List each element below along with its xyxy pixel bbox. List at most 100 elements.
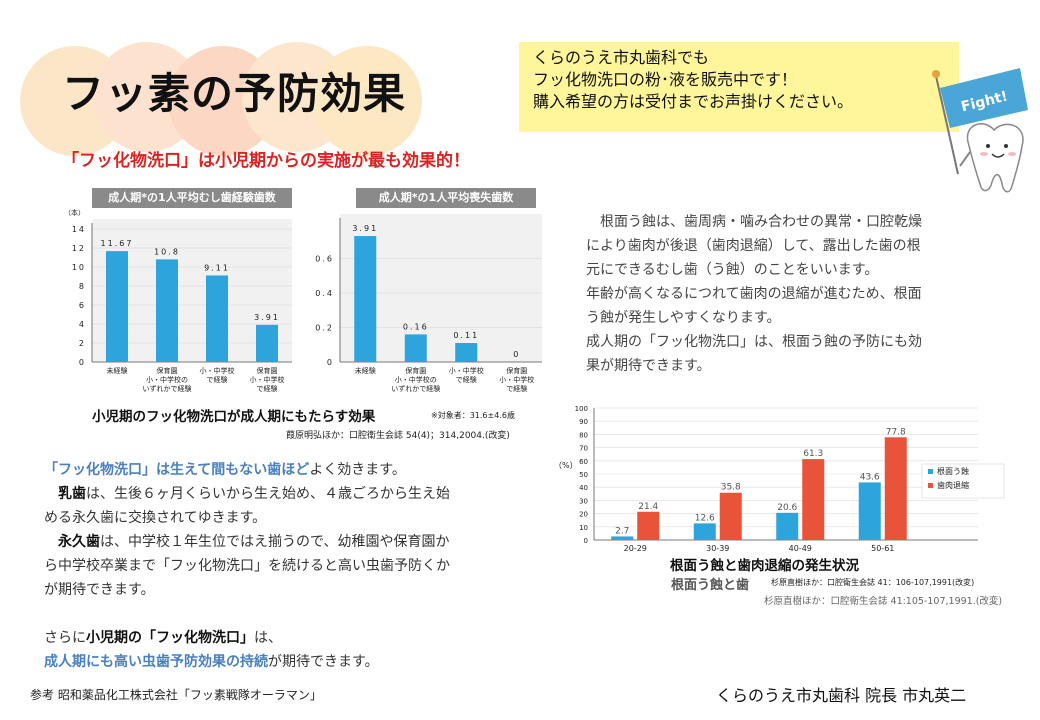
x-tick-label: で経験	[257, 384, 278, 393]
data-label: 3.91	[254, 313, 280, 322]
sales-notice: くらのうえ市丸歯科でも フッ化物洗口の粉･液を販売中です！ 購入希望の方は受付ま…	[519, 42, 959, 132]
data-label: 12.6	[695, 513, 715, 523]
text-span: は、中学校１年生位ではえ揃うので、幼稚園や保育園か	[100, 534, 450, 550]
text-line: 乳歯は、生後６ヶ月くらいから生え始め、４歳ごろから生え始	[44, 482, 564, 506]
bold-text: 永久歯	[58, 534, 100, 550]
y-tick-label: 90	[579, 418, 588, 426]
x-tick-label: 保育園	[506, 366, 527, 375]
x-tick-label: 小・中学校の	[395, 375, 437, 384]
chart3-citation: 杉原直樹ほか：口腔衛生会誌 41：106-107,1991(改変)	[771, 578, 975, 587]
y-tick-label: 0.6	[315, 255, 334, 264]
chart12-caption: 小児期のフッ化物洗口が成人期にもたらす効果	[92, 409, 376, 425]
y-tick-label: 80	[579, 431, 588, 439]
clinic-signature: くらのうえ市丸歯科 院長 市丸英二	[716, 686, 967, 705]
data-label: 43.6	[860, 472, 880, 482]
text-span: は、生後６ヶ月くらいから生え始め、４歳ごろから生え始	[86, 486, 450, 502]
chart2-header-wrap: 成人期*の1人平均喪失歯数	[356, 188, 536, 208]
x-tick-label: で経験	[207, 375, 228, 384]
x-tick-label: 30-39	[706, 544, 729, 553]
text-line	[44, 602, 564, 626]
notice-line: くらのうえ市丸歯科でも	[533, 48, 710, 67]
y-axis-label: （%）	[554, 461, 578, 470]
data-label: 77.8	[886, 427, 906, 437]
x-tick-label: いずれかで経験	[391, 384, 440, 393]
x-tick-label: 50-61	[871, 544, 894, 553]
data-label: 61.3	[803, 449, 823, 459]
text-line: 根面う蝕は、歯周病・噛み合わせの異常・口腔乾燥	[586, 214, 922, 230]
legend-label: 歯肉退縮	[937, 480, 969, 490]
fluoride-text: 「フッ化物洗口」は生えて間もない歯ほどよく効きます。 乳歯は、生後６ヶ月くらいか…	[44, 458, 564, 674]
legend-box	[921, 463, 1005, 499]
x-tick-label: 小・中学校	[200, 366, 235, 375]
text-span: は、	[254, 630, 282, 646]
chart1-title: 成人期*の1人平均むし歯経験歯数	[92, 188, 292, 208]
legend-label: 根面う蝕	[937, 466, 969, 476]
chart2-title: 成人期*の1人平均喪失歯数	[356, 188, 536, 208]
x-tick-label: 未経験	[107, 366, 128, 375]
y-tick-label: 0	[79, 358, 86, 367]
text-line: 成人期にも高い虫歯予防効果の持続が期待できます。	[44, 650, 564, 674]
text-span: が期待できます。	[268, 654, 379, 670]
bar	[719, 492, 742, 540]
bar	[206, 275, 228, 362]
bar	[404, 334, 427, 362]
chart3-caption: 根面う蝕と歯肉退縮の発生状況	[670, 558, 859, 574]
chart-decayed-teeth: （本） 0 2 4 6 8 10 12 14 11.67 未経験 10.8 保育園小・中学校のいずれかで…	[64, 208, 292, 393]
text-line: 成人期の「フッ化物洗口」は、根面う蝕の予防にも効	[586, 334, 922, 350]
bar	[802, 459, 825, 540]
text-line: ら中学校卒業まで「フッ化物洗口」を続けると高い虫歯予防くか	[44, 558, 450, 574]
text-line: 元にできるむし歯（う蝕）のことをいいます。	[586, 262, 879, 278]
x-tick-label: 小・中学校	[250, 375, 285, 384]
data-label: 11.67	[101, 239, 134, 248]
page-title: フッ素の予防効果	[62, 69, 407, 118]
bar	[884, 437, 907, 540]
bar	[693, 523, 716, 540]
bar	[156, 259, 178, 362]
y-tick-label: 0.4	[315, 289, 334, 298]
data-label: 35.8	[721, 483, 741, 493]
title-decoration	[20, 42, 422, 162]
chart-lost-teeth: （本）00.20.40.63.91未経験0.16保育園小・中学校のいずれかで経験…	[315, 214, 542, 393]
tooth-mascot-icon: Fight!	[932, 68, 1028, 193]
x-tick-label: 保育園	[405, 366, 426, 375]
chart-root-caries: （%） 0 10 20 30 40 50 60 70 80 90 100 2.7 21.4 20-29 12.…	[554, 405, 1005, 553]
y-tick-label: 12	[72, 244, 86, 253]
y-tick-label: 2	[79, 339, 86, 348]
bar	[776, 512, 799, 540]
text-line: 果が期待できます。	[586, 358, 711, 374]
root-caries-text: 根面う蝕は、歯周病・噛み合わせの異常・口腔乾燥 により歯肉が後退（歯肉退縮）して…	[586, 210, 1006, 378]
y-tick-label: 100	[575, 405, 588, 413]
y-tick-label: 6	[79, 301, 86, 310]
y-tick-label: 10	[72, 263, 86, 272]
notice-line: 購入希望の方は受付までお声掛けください。	[533, 92, 854, 111]
text-line: により歯肉が後退（歯肉退縮）して、露出した歯の根	[586, 238, 921, 254]
data-label: 0	[513, 350, 520, 359]
text-line: が期待できます。	[44, 582, 155, 598]
text-line: さらに小児期の「フッ化物洗口」は、	[44, 626, 564, 650]
y-tick-label: 50	[579, 471, 588, 479]
y-tick-label: 0	[327, 358, 334, 367]
x-tick-label: 保育園	[257, 366, 278, 375]
data-label: 10.8	[154, 247, 180, 256]
x-tick-label: 20-29	[624, 544, 647, 553]
text-span: よく効きます。	[309, 462, 406, 478]
data-label: 9.11	[204, 263, 230, 272]
bold-text: 小児期の「フッ化物洗口」	[86, 630, 254, 646]
y-tick-label: 0	[584, 537, 588, 545]
x-tick-label: 保育園	[157, 366, 178, 375]
y-tick-label: 60	[579, 458, 588, 466]
data-label: 20.6	[777, 503, 797, 513]
data-label: 3.91	[352, 224, 378, 233]
x-tick-label: で経験	[506, 384, 527, 393]
y-tick-label: 40	[579, 484, 588, 492]
x-tick-label: 小・中学校	[449, 366, 484, 375]
text-line: 「フッ化物洗口」は生えて間もない歯ほどよく効きます。	[44, 458, 564, 482]
chart12-citation: 葭原明弘ほか：口腔衛生会誌 54(4)；314,2004.(改変)	[286, 431, 510, 441]
x-tick-label: 40-49	[789, 544, 812, 553]
y-tick-label: 20	[579, 511, 588, 519]
x-tick-label: 小・中学校の	[146, 375, 188, 384]
y-tick-label: 4	[79, 320, 86, 329]
x-tick-label: で経験	[456, 375, 477, 384]
bar	[637, 511, 660, 540]
x-tick-label: 小・中学校	[499, 375, 534, 384]
